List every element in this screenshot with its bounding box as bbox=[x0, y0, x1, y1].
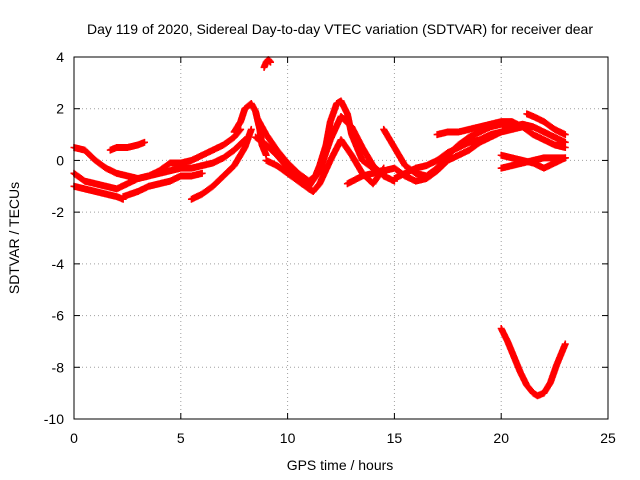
series-track-5 bbox=[119, 169, 206, 201]
series-track-18 bbox=[497, 325, 569, 400]
data-markers bbox=[106, 138, 148, 154]
series-track-13 bbox=[390, 123, 527, 183]
x-tick-label: 0 bbox=[70, 430, 78, 446]
x-tick-labels: 0 5 10 15 20 25 bbox=[70, 430, 616, 446]
data-markers bbox=[523, 110, 569, 139]
x-axis-title: GPS time / hours bbox=[287, 457, 394, 473]
data-markers bbox=[119, 169, 206, 201]
series-track-10 bbox=[262, 136, 388, 195]
data-markers bbox=[390, 123, 527, 183]
series-track-19 bbox=[260, 56, 275, 71]
data-markers bbox=[497, 154, 569, 172]
axis-ticks bbox=[73, 56, 609, 420]
y-tick-label: -8 bbox=[52, 359, 65, 375]
y-tick-label: -4 bbox=[52, 256, 65, 272]
series-track-17 bbox=[523, 110, 569, 139]
x-tick-label: 20 bbox=[493, 430, 509, 446]
x-tick-label: 10 bbox=[280, 430, 296, 446]
data-markers bbox=[260, 56, 275, 71]
y-tick-label: -2 bbox=[52, 204, 65, 220]
data-markers bbox=[433, 118, 569, 151]
series-track-6 bbox=[187, 125, 255, 203]
series-track-14 bbox=[433, 118, 569, 151]
x-tick-label: 25 bbox=[600, 430, 616, 446]
y-tick-label: -10 bbox=[44, 411, 64, 427]
y-tick-label: 0 bbox=[56, 152, 64, 168]
y-axis-title: SDTVAR / TECUs bbox=[6, 182, 22, 294]
data-markers bbox=[187, 125, 255, 203]
y-tick-label: 4 bbox=[56, 49, 64, 65]
x-tick-label: 5 bbox=[177, 430, 185, 446]
series-track-4 bbox=[106, 138, 148, 154]
y-tick-labels: -10 -8 -6 -4 -2 0 2 4 bbox=[44, 49, 64, 427]
x-tick-label: 15 bbox=[387, 430, 403, 446]
chart-title: Day 119 of 2020, Sidereal Day-to-day VTE… bbox=[87, 21, 593, 37]
data-markers bbox=[262, 136, 388, 195]
y-tick-label: -6 bbox=[52, 308, 65, 324]
y-tick-label: 2 bbox=[56, 101, 64, 117]
data-markers bbox=[497, 325, 569, 400]
plot-frame bbox=[73, 56, 609, 420]
data-points bbox=[70, 56, 569, 400]
series-track-16 bbox=[497, 154, 569, 172]
